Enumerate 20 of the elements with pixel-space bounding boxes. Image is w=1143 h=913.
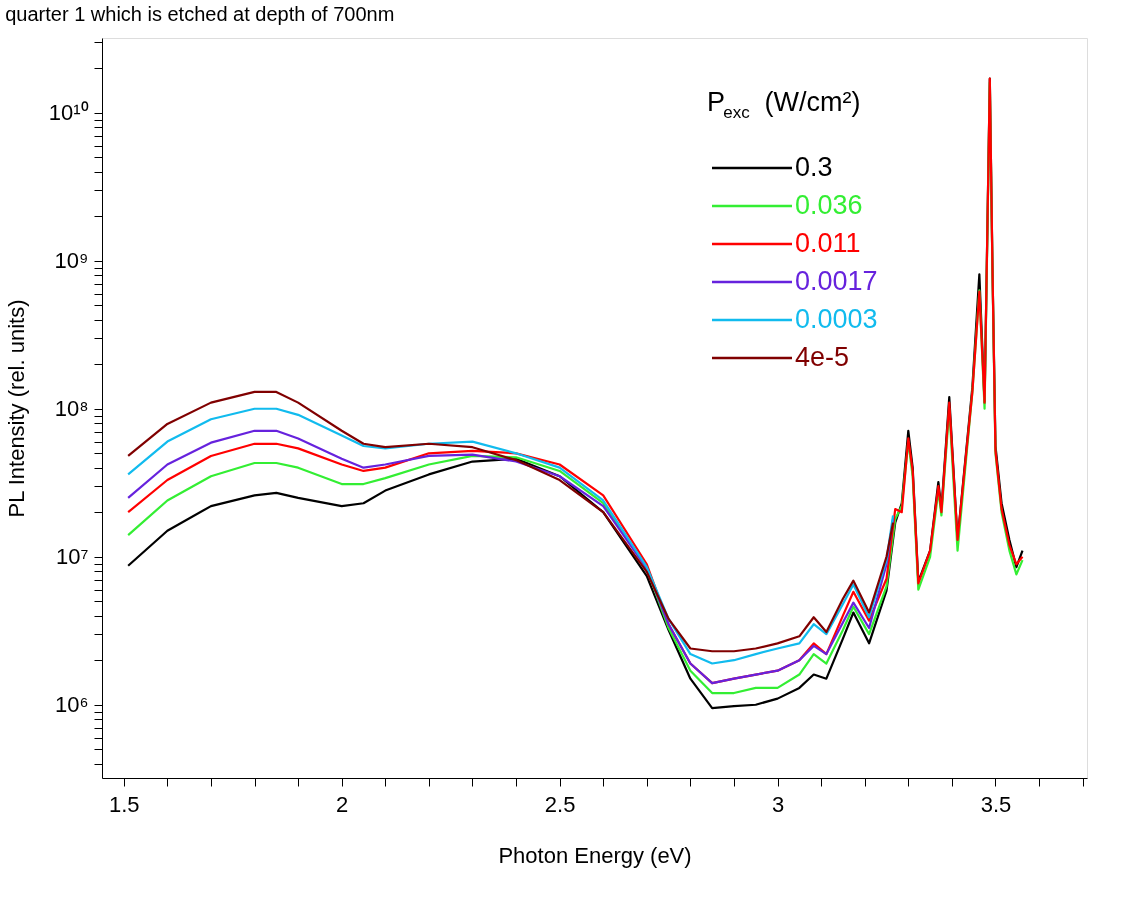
- x-axis-title: Photon Energy (eV): [498, 842, 692, 868]
- legend-label: 0.011: [795, 228, 861, 258]
- legend-label: 0.0017: [795, 266, 878, 296]
- chart-title: quarter 1 which is etched at depth of 700nm: [5, 3, 395, 26]
- x-tick-label: 2: [336, 791, 349, 817]
- x-tick-label: 1.5: [109, 791, 140, 817]
- x-tick-label: 3: [771, 791, 785, 817]
- legend-label: 4e-5: [795, 342, 850, 372]
- line-series: [127, 429, 895, 685]
- x-tick-label: 3.5: [980, 791, 1012, 817]
- y-tick-label: 10⁸: [54, 396, 89, 422]
- legend-label: 0.036: [795, 190, 863, 220]
- legend-label: 0.0003: [795, 304, 878, 334]
- y-axis-title: PL Intensity (rel. units): [3, 299, 29, 518]
- y-tick-label: 10¹⁰: [48, 100, 89, 126]
- y-tick-label: 10⁷: [56, 544, 89, 570]
- x-tick-label: 2.5: [544, 791, 576, 817]
- legend-label: 0.3: [795, 152, 833, 182]
- y-tick-label: 10⁶: [54, 692, 89, 718]
- y-tick-label: 10⁹: [54, 248, 89, 274]
